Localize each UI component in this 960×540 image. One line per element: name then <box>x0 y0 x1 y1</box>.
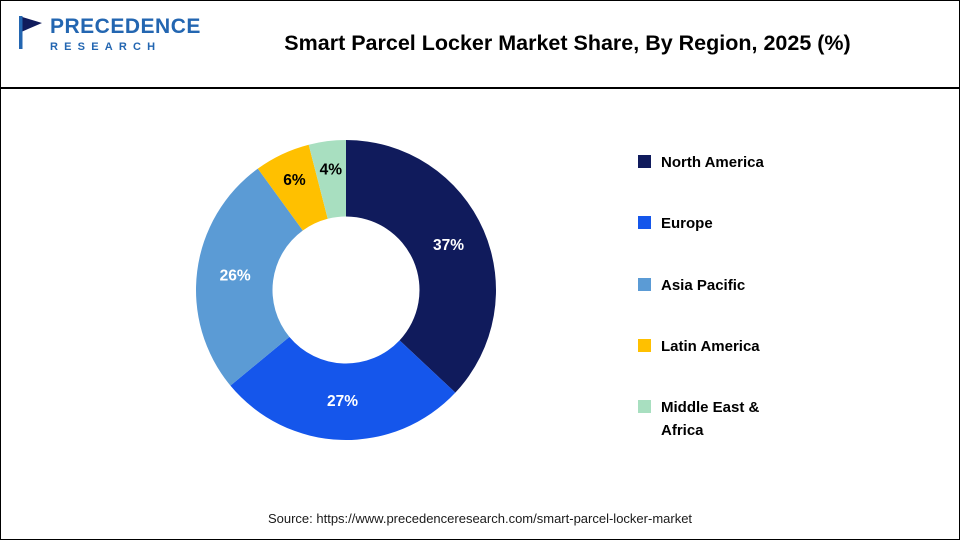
source-text: Source: https://www.precedenceresearch.c… <box>267 511 693 526</box>
slice-label-asia-pacific: 26% <box>220 267 251 284</box>
logo: PRECEDENCE RESEARCH <box>17 15 201 55</box>
chart-title: Smart Parcel Locker Market Share, By Reg… <box>284 31 851 55</box>
legend-item-north-america: North America <box>638 151 818 174</box>
legend-item-europe: Europe <box>638 212 818 235</box>
legend-label: Latin America <box>661 337 760 355</box>
logo-flag-icon <box>19 16 42 49</box>
legend: North America Europe Asia Pacific Latin Ame… <box>638 151 818 443</box>
legend-swatch <box>638 216 651 230</box>
logo-brand-name: PRECEDENCE <box>50 15 201 38</box>
logo-text: PRECEDENCE RESEARCH <box>50 15 201 55</box>
donut-slice-north-america <box>346 140 496 393</box>
slice-label-middle-east-africa: 4% <box>320 161 343 178</box>
donut-slice-asia-pacific <box>196 168 303 386</box>
slice-label-latin-america: 6% <box>283 172 306 189</box>
legend-swatch <box>638 155 651 168</box>
legend-label: Asia Pacific <box>661 276 746 294</box>
header: PRECEDENCE RESEARCH Smart Parcel Locker … <box>1 1 959 89</box>
slice-label-north-america: 37% <box>433 237 464 254</box>
legend-swatch <box>638 400 651 413</box>
donut-slice-europe <box>230 336 456 440</box>
legend-swatch <box>638 338 651 352</box>
legend-item-latin-america: Latin America <box>638 335 818 358</box>
donut-slice-middle-east-africa <box>308 140 346 219</box>
donut-chart: 37% 27% 26% 6% 4% <box>196 140 496 440</box>
slice-label-europe: 27% <box>327 393 358 410</box>
legend-label: Middle East & Africa <box>661 399 760 440</box>
donut-slice-latin-america <box>257 144 328 231</box>
legend-swatch <box>638 277 651 291</box>
logo-brand-subtitle: RESEARCH <box>50 41 162 54</box>
legend-label: Europe <box>661 215 713 233</box>
legend-item-middle-east-africa: Middle East & Africa <box>638 396 818 443</box>
legend-label: North America <box>661 154 764 171</box>
legend-item-asia-pacific: Asia Pacific <box>638 274 818 297</box>
chart-area: 37% 27% 26% 6% 4% North America Europe Asia Pa… <box>1 89 959 539</box>
